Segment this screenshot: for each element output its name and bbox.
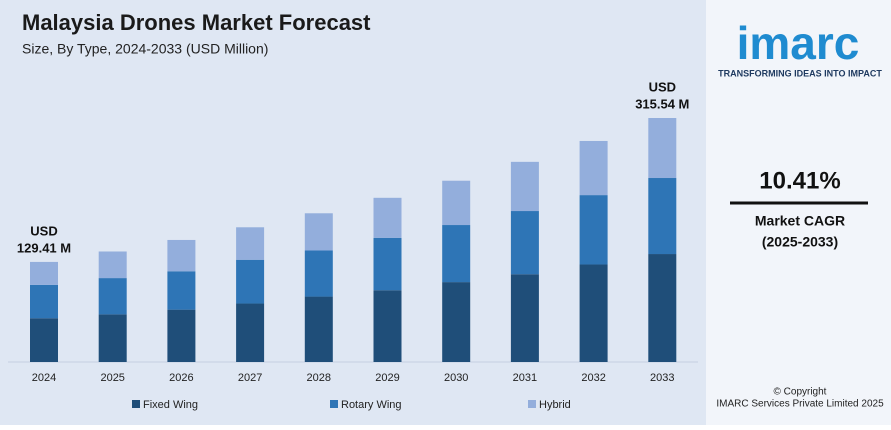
chart-title: Malaysia Drones Market Forecast [22,10,371,35]
annotation: USD [30,223,57,238]
bar-segment [236,259,265,304]
cagr-period: (2025-2033) [762,234,838,250]
x-tick-label: 2026 [169,372,193,384]
annotation: USD [649,79,676,94]
bar-segment [648,178,677,255]
x-tick-label: 2027 [238,372,262,384]
x-tick-label: 2030 [444,372,468,384]
bar-segment [236,303,265,362]
legend-swatch [132,400,140,408]
bar-segment [98,314,127,362]
bar-segment [373,290,402,362]
bar-segment [98,251,127,279]
bar-segment [373,237,402,291]
bar-segment [98,278,127,315]
cagr-label: Market CAGR [755,213,845,229]
bar-segment [510,274,539,362]
x-tick-label: 2025 [100,372,124,384]
x-tick-label: 2029 [375,372,399,384]
bar-segment [579,140,608,196]
legend-label: Rotary Wing [341,399,402,411]
bar-segment [304,296,333,362]
logo: imarc [737,17,860,69]
bar-segment [648,118,677,179]
bar-segment [304,213,333,251]
bar-segment [304,250,333,297]
legend-swatch [330,400,338,408]
bar-segment [167,271,196,310]
bar-segment [167,309,196,362]
bar-segment [236,227,265,260]
bar-segment [442,282,471,362]
legend-swatch [528,400,536,408]
bar-segment [579,264,608,362]
bar-segment [442,180,471,226]
bar-segment [30,261,58,285]
bar-segment [579,195,608,265]
bar-segment [510,161,539,212]
bar-segment [648,254,677,362]
bar-segment [30,318,58,362]
sidebar-background [706,0,891,425]
legend-label: Hybrid [539,399,571,411]
bar-segment [30,284,58,319]
x-tick-label: 2024 [32,372,56,384]
x-tick-label: 2032 [581,372,605,384]
x-tick-label: 2033 [650,372,674,384]
legend-label: Fixed Wing [143,399,198,411]
tagline: TRANSFORMING IDEAS INTO IMPACT [718,68,882,78]
bar-segment [373,197,402,238]
annotation: 129.41 M [17,240,71,255]
copyright: © Copyright [774,387,827,398]
chart-subtitle: Size, By Type, 2024-2033 (USD Million) [22,41,268,57]
bar-segment [442,225,471,283]
cagr-value: 10.41% [759,167,840,194]
x-tick-label: 2031 [513,372,537,384]
copyright: IMARC Services Private Limited 2025 [716,399,884,410]
x-tick-label: 2028 [307,372,331,384]
annotation: 315.54 M [635,96,689,111]
bar-segment [167,239,196,272]
bar-segment [510,211,539,275]
